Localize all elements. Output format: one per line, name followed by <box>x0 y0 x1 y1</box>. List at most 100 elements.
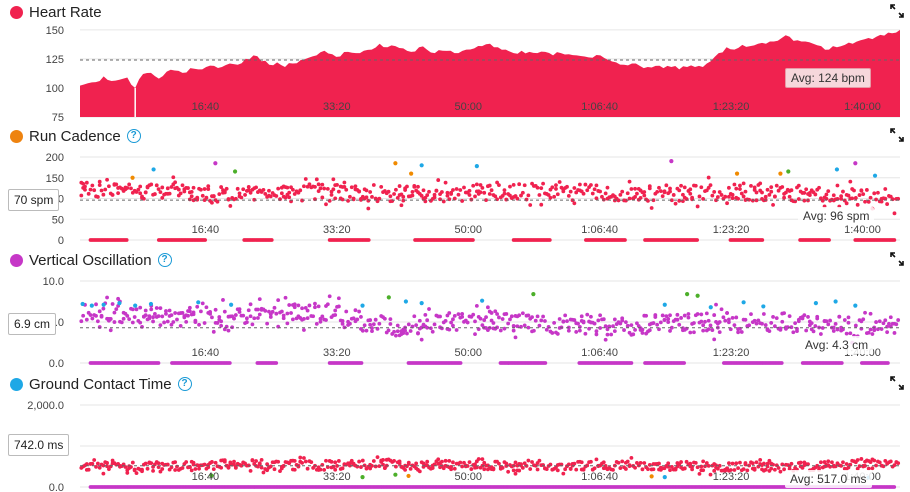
data-point <box>517 182 522 187</box>
data-point <box>298 455 303 460</box>
data-point <box>302 456 306 460</box>
data-point <box>427 307 431 311</box>
data-point <box>576 321 580 326</box>
data-point <box>394 333 398 338</box>
data-point <box>484 198 488 202</box>
data-point <box>548 195 553 200</box>
data-point <box>167 191 172 196</box>
data-point <box>149 182 154 187</box>
data-point <box>872 458 877 463</box>
data-point <box>184 319 189 324</box>
data-point <box>112 310 117 315</box>
data-point <box>368 190 373 194</box>
data-point <box>108 317 113 321</box>
data-point <box>704 311 709 316</box>
data-point <box>743 317 748 322</box>
data-point <box>180 466 185 470</box>
data-point <box>224 186 229 191</box>
data-point <box>140 325 144 329</box>
zero-point <box>156 361 161 365</box>
data-point <box>872 191 877 196</box>
zero-point <box>760 238 765 242</box>
data-point <box>598 189 603 194</box>
outlier-point <box>117 301 122 306</box>
data-point <box>568 189 573 194</box>
data-point <box>359 198 363 202</box>
oscillation-chart[interactable]: 10.05.00.016:4033:2050:001:06:401:23:201… <box>0 248 910 372</box>
data-point <box>774 316 779 321</box>
data-point <box>290 187 295 192</box>
data-point <box>682 466 687 471</box>
data-point <box>336 304 341 309</box>
data-point <box>658 189 663 194</box>
expand-icon[interactable] <box>890 128 904 142</box>
data-point <box>425 193 430 198</box>
data-point <box>274 194 279 198</box>
data-point <box>736 466 741 470</box>
data-point <box>695 312 700 316</box>
data-point <box>219 319 224 324</box>
data-point <box>769 189 774 194</box>
data-point <box>373 317 378 322</box>
x-tick-label: 16:40 <box>192 101 220 113</box>
data-point <box>458 460 463 465</box>
data-point <box>826 459 831 464</box>
outlier-point <box>662 302 667 307</box>
data-point <box>572 318 577 322</box>
data-point <box>699 319 704 324</box>
gct-avg-label: Avg: 517.0 ms <box>785 470 872 488</box>
gct-chart[interactable]: 2,000.01,000.00.016:4033:2050:001:06:401… <box>0 372 910 492</box>
data-point <box>747 197 752 202</box>
data-point <box>800 316 805 321</box>
data-point <box>333 467 338 472</box>
data-point <box>497 183 501 188</box>
outlier-point <box>148 301 154 307</box>
data-point <box>377 321 382 326</box>
data-point <box>633 186 637 191</box>
data-point <box>883 187 888 191</box>
data-point <box>239 195 244 200</box>
cadence-title: Run Cadence <box>29 127 121 145</box>
data-point <box>382 316 387 321</box>
data-point <box>802 191 807 195</box>
data-point <box>868 195 873 200</box>
outlier-point <box>393 161 398 166</box>
data-point <box>651 198 656 203</box>
data-point <box>320 182 325 187</box>
data-point <box>544 327 549 332</box>
data-point <box>772 467 777 472</box>
data-point <box>292 459 297 463</box>
help-icon[interactable]: ? <box>126 129 141 143</box>
data-point <box>265 321 270 326</box>
data-point <box>763 467 768 472</box>
data-point <box>340 197 345 202</box>
data-point <box>397 459 402 464</box>
help-icon[interactable]: ? <box>157 253 172 267</box>
data-point <box>708 472 713 477</box>
data-point <box>324 318 328 322</box>
expand-icon[interactable] <box>890 376 904 390</box>
help-icon[interactable]: ? <box>177 377 192 391</box>
cadence-chart[interactable]: 20015010050016:4033:2050:001:06:401:23:2… <box>0 124 910 248</box>
data-point <box>708 323 713 328</box>
data-point <box>465 464 470 468</box>
data-point <box>841 189 845 194</box>
data-point <box>697 471 702 476</box>
data-point <box>563 313 568 318</box>
data-point <box>561 471 566 476</box>
outlier-point <box>232 169 238 174</box>
data-point <box>675 312 680 317</box>
data-point <box>127 317 132 322</box>
expand-icon[interactable] <box>890 252 904 266</box>
data-point <box>204 195 209 200</box>
data-point <box>149 307 154 312</box>
data-point <box>555 192 560 197</box>
outlier-point <box>130 175 135 180</box>
heart-rate-chart[interactable]: 150 125 100 75 16:40 33:20 50:00 1:06:40 1:23:20… <box>0 0 910 124</box>
gct-dot-icon <box>10 377 23 391</box>
data-point <box>410 193 415 198</box>
data-point <box>460 311 465 316</box>
gct-cursor-value: 742.0 ms <box>8 434 70 456</box>
expand-icon[interactable] <box>890 4 904 18</box>
data-point <box>173 468 178 472</box>
